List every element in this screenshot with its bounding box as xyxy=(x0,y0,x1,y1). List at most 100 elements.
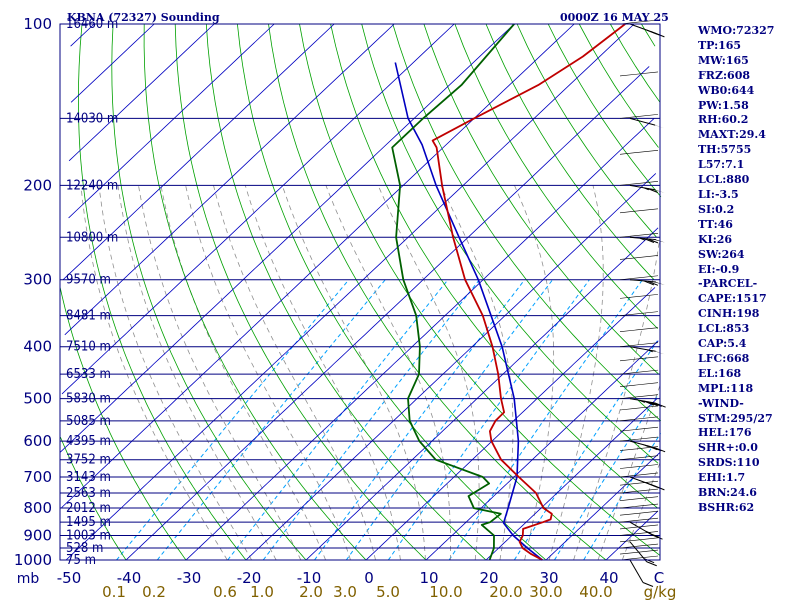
isotherm-line xyxy=(305,227,659,561)
mixing-ratio-line xyxy=(314,279,525,561)
sounding-index-item: STM:295/27 xyxy=(698,411,773,425)
sounding-index-item: TT:46 xyxy=(698,217,733,231)
height-label: 12240 m xyxy=(66,178,118,193)
wind-barb xyxy=(629,184,665,193)
sounding-index-item: TP:165 xyxy=(698,38,742,52)
temperature-tick-label: 20 xyxy=(479,569,498,587)
height-label: 1495 m xyxy=(66,515,111,530)
height-label: 10800 m xyxy=(66,230,118,245)
mixing-ratio-tick-label: 2.0 xyxy=(299,583,323,600)
sounding-index-item: LCL:880 xyxy=(698,173,750,187)
moist-adiabat-line xyxy=(244,185,401,561)
isotherm-line xyxy=(185,118,655,561)
wind-barb-tick xyxy=(619,517,659,523)
moist-adiabat-line xyxy=(573,237,661,561)
wind-barb xyxy=(629,476,665,491)
sounding-index-item: BRN:24.6 xyxy=(698,486,757,500)
sounding-index-item: EL:168 xyxy=(698,366,742,380)
height-label: 16460 m xyxy=(66,17,118,32)
height-label: 3143 m xyxy=(66,470,111,485)
height-label: 5085 m xyxy=(66,414,111,429)
moist-adiabat-line xyxy=(98,185,252,561)
dry-adiabat-line xyxy=(330,23,658,509)
pressure-unit-label: mb xyxy=(17,571,40,587)
wind-barb-tick xyxy=(619,446,659,451)
dry-adiabat-line xyxy=(423,23,659,375)
wind-barb-tick xyxy=(619,71,659,77)
dewpoint-trace xyxy=(391,23,515,561)
height-label: 528 m xyxy=(66,541,103,556)
sounding-index-item: EHI:1.7 xyxy=(698,471,746,485)
dry-adiabat-line xyxy=(60,437,127,561)
dry-adiabat-line xyxy=(174,23,427,561)
isotherm-line xyxy=(68,23,275,219)
wind-barbs xyxy=(619,19,666,587)
wind-barb-tick xyxy=(619,510,659,516)
pressure-tick-label: 400 xyxy=(23,338,52,356)
pressure-tick-label: 200 xyxy=(23,176,52,194)
height-label: 6533 m xyxy=(66,367,111,382)
mixing-ratio-tick-label: 40.0 xyxy=(579,583,612,600)
mixing-ratio-tick-label: 1.0 xyxy=(250,583,274,600)
sounding-index-item: SW:264 xyxy=(698,247,745,261)
wind-barb-tick xyxy=(619,311,659,316)
sounding-index-item: CAPE:1517 xyxy=(698,292,767,306)
wind-barb-tick xyxy=(619,464,659,469)
dry-adiabat-line xyxy=(143,23,367,561)
sounding-index-item: MAXT:29.4 xyxy=(698,128,766,142)
sounding-index-item: CINH:198 xyxy=(698,307,760,321)
temperature-trace xyxy=(431,23,626,561)
dry-adiabat-line xyxy=(59,287,187,561)
sounding-index-item: LI:-3.5 xyxy=(698,187,739,201)
dry-adiabat-line xyxy=(392,23,662,422)
wind-barb-tick xyxy=(619,327,659,332)
temperature-tick-label: 40 xyxy=(599,569,618,587)
pressure-tick-label: 100 xyxy=(23,15,52,33)
mixing-ratio-line xyxy=(583,432,662,561)
mixing-ratio-line xyxy=(227,279,449,561)
wind-barb-tick xyxy=(619,555,659,561)
moist-adiabat-line xyxy=(117,185,277,561)
height-label: 5830 m xyxy=(66,392,111,407)
sounding-index-item: HEL:176 xyxy=(698,426,752,440)
sounding-index-item: LFC:668 xyxy=(698,351,750,365)
wind-barb xyxy=(629,279,665,286)
temperature-tick-label: -10 xyxy=(297,569,322,587)
mixing-ratio-unit-label: g/kg xyxy=(644,583,677,600)
sounding-index-item: PW:1.58 xyxy=(698,98,749,112)
temperature-tick-label: -30 xyxy=(177,569,202,587)
sounding-profiles xyxy=(391,23,626,561)
sounding-index-item: WB0:644 xyxy=(698,83,755,97)
sounding-index-item: SI:0.2 xyxy=(698,202,735,216)
sounding-index-item: SHR+:0.0 xyxy=(698,441,758,455)
height-label: 14030 m xyxy=(66,111,118,126)
isotherm-line xyxy=(64,23,395,336)
wind-barb xyxy=(629,521,663,540)
temperature-tick-label: 0 xyxy=(364,569,374,587)
dry-adiabat-line xyxy=(361,23,659,464)
isotherm-line xyxy=(61,23,455,395)
temperature-tick-label: 30 xyxy=(539,569,558,587)
wind-barb-tick xyxy=(619,496,659,501)
isotherms xyxy=(59,23,661,561)
wind-barb-tick xyxy=(619,382,659,388)
dry-adiabat-line xyxy=(268,23,607,561)
moist-adiabat-line xyxy=(597,384,661,561)
wind-barb-tick xyxy=(619,255,659,260)
chart-title: KBNA (72327) Sounding xyxy=(67,11,220,24)
wind-barb xyxy=(629,117,665,129)
isotherm-line xyxy=(245,173,657,561)
wind-barb-tick xyxy=(619,488,659,494)
height-label: 75 m xyxy=(66,553,96,568)
mixing-ratio-tick-label: 5.0 xyxy=(376,583,400,600)
wind-barb-tick xyxy=(619,356,659,362)
sounding-index-item: -PARCEL- xyxy=(698,277,758,291)
height-label: 9570 m xyxy=(66,273,111,288)
plot-frame xyxy=(59,23,661,561)
mixing-ratio-tick-label: 0.6 xyxy=(213,583,237,600)
moist-adiabat-line xyxy=(160,185,326,561)
mixing-ratio-line xyxy=(345,279,553,561)
mixing-ratio-line xyxy=(262,279,480,561)
pressure-tick-label: 600 xyxy=(23,432,52,450)
